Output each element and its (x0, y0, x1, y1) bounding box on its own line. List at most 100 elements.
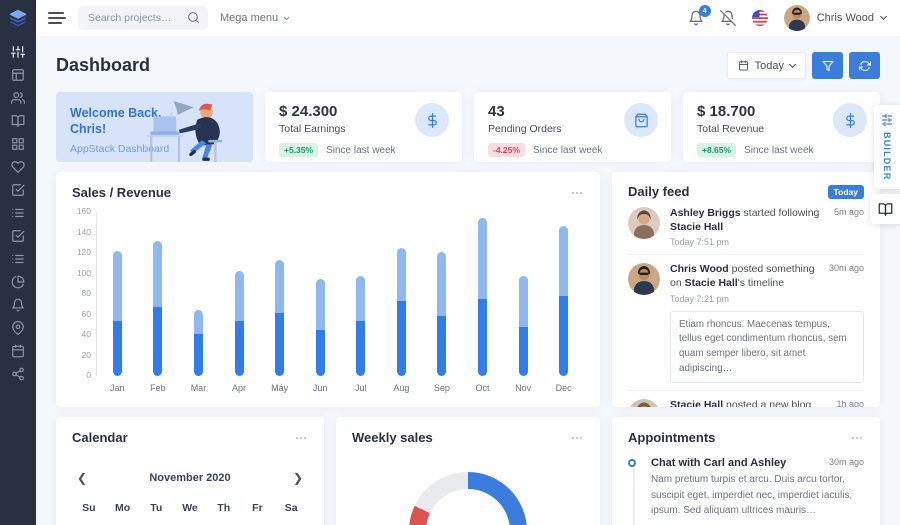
bar-aug (381, 247, 422, 376)
sidebar-item-charts[interactable] (0, 270, 36, 293)
stat-caption: Since last week (532, 144, 603, 156)
calendar-icon (12, 344, 24, 357)
refresh-button[interactable] (849, 52, 880, 79)
sidebar-item-calendar[interactable] (0, 339, 36, 362)
dashboard-content: Dashboard Today (36, 36, 900, 525)
calendar-title: Calendar (72, 430, 128, 445)
filter-icon (822, 60, 833, 71)
y-tick-label: 140 (76, 226, 91, 237)
list-icon (12, 254, 24, 263)
avatar-stacie-hall (630, 399, 658, 407)
sidebar-toggle-button[interactable] (48, 11, 66, 25)
stat-card-pending-orders: 43 Pending Orders -4.25% Since last week (474, 92, 671, 162)
feed-quote: Etiam rhoncus. Maecenas tempus, tellus e… (670, 310, 864, 384)
alerts-mute-button[interactable] (719, 10, 736, 26)
x-tick-label: Jul (355, 383, 367, 393)
sidebar-item-heart[interactable] (0, 155, 36, 178)
chevron-down-icon (879, 12, 888, 21)
sliders-icon (881, 114, 893, 126)
y-tick-label: 20 (81, 349, 91, 360)
welcome-subtitle: AppStack Dashboard (70, 142, 170, 155)
sidebar-item-grid[interactable] (0, 132, 36, 155)
notifications-button[interactable]: 4 (688, 5, 711, 26)
welcome-title: Welcome Back, Chris! (70, 106, 162, 137)
edge-tools: BUILDER (870, 105, 900, 225)
weekly-sales-title: Weekly sales (352, 430, 433, 445)
feed-ago: 30m ago (828, 263, 864, 274)
chart-title: Sales / Revenue (72, 185, 171, 200)
welcome-illustration (147, 101, 223, 162)
mega-menu-dropdown[interactable]: Mega menu (220, 12, 291, 24)
y-tick-label: 0 (86, 370, 91, 380)
sidebar-item-layout[interactable] (0, 63, 36, 86)
x-tick-label: May (271, 383, 289, 393)
sidebar-item-list[interactable] (0, 201, 36, 224)
filter-button[interactable] (812, 52, 843, 79)
delta-badge: +5.35% (279, 143, 319, 157)
builder-label: BUILDER (882, 132, 892, 181)
sidebar-item-sliders[interactable] (0, 40, 36, 63)
sidebar-item-book[interactable] (0, 109, 36, 132)
sidebar-item-social[interactable] (0, 362, 36, 385)
user-menu[interactable]: Chris Wood (783, 5, 888, 31)
documentation-tab[interactable] (870, 194, 900, 225)
card-menu-button[interactable] (850, 431, 864, 445)
appointment-text: Nam pretium turpis et arcu. Duis arcu to… (651, 474, 853, 516)
stat-caption: Since last week (326, 144, 396, 156)
top-navbar: Mega menu 4 Chris Wood (36, 0, 900, 36)
bar-jul (340, 275, 381, 376)
sidebar-item-list-2[interactable] (0, 247, 36, 270)
bar-oct (462, 218, 503, 376)
feed-item: Chris Wood posted something on Stacie Ha… (628, 255, 864, 392)
y-tick-label: 60 (81, 308, 91, 319)
sidebar-item-check-square-2[interactable] (0, 224, 36, 247)
feed-text: Stacie Hall posted a new blog (670, 399, 812, 407)
calendar-icon (738, 60, 748, 71)
avatar-chris-wood (628, 263, 660, 296)
x-tick-label: Nov (515, 383, 532, 393)
user-name: Chris Wood (816, 12, 874, 24)
feed-item: Stacie Hall posted a new blog 1h ago Tod… (628, 391, 864, 407)
y-tick-label: 120 (76, 247, 91, 257)
more-horizontal-icon (571, 191, 583, 194)
sidebar-item-users[interactable] (0, 86, 36, 109)
bar-jan (97, 250, 138, 376)
search-input[interactable] (78, 6, 208, 30)
sidebar-item-check-square[interactable] (0, 178, 36, 201)
card-menu-button[interactable] (570, 186, 584, 200)
bar-nov (503, 275, 544, 376)
stat-caption: Since last week (744, 144, 814, 156)
calendar-prev-button[interactable]: ❮ (72, 471, 92, 485)
bar-sep (422, 251, 463, 376)
app-logo[interactable] (0, 0, 36, 36)
language-flag-button[interactable] (751, 10, 768, 26)
notifications-badge: 4 (698, 5, 711, 17)
feed-time: Today 7:51 pm (670, 237, 730, 248)
bar-apr (219, 271, 260, 376)
feed-time: Today 7:21 pm (670, 293, 730, 304)
x-tick-label: Aug (393, 383, 410, 393)
calendar-month-label: November 2020 (149, 472, 231, 484)
welcome-card: Welcome Back, Chris! AppStack Dashboard (56, 92, 253, 162)
sidebar-nav (0, 40, 36, 385)
more-horizontal-icon (571, 436, 583, 439)
stat-value: $ 18.700 (697, 103, 756, 120)
calendar-day-headers: Su Mo Tu We Th Fr Sa (72, 502, 308, 514)
weekly-sales-card: Weekly sales (336, 417, 600, 525)
sidebar-item-maps[interactable] (0, 316, 36, 339)
card-menu-button[interactable] (570, 431, 584, 445)
y-tick-label: 160 (76, 206, 91, 216)
builder-tab[interactable]: BUILDER (874, 105, 900, 190)
page-title: Dashboard (56, 55, 151, 75)
x-tick-label: Dec (555, 383, 572, 393)
date-range-button[interactable]: Today (726, 52, 806, 79)
sidebar-item-notifications[interactable] (0, 293, 36, 316)
x-tick-label: Feb (150, 383, 166, 393)
calendar-day-header: Mo (114, 502, 131, 514)
calendar-next-button[interactable]: ❯ (288, 471, 308, 485)
card-menu-button[interactable] (294, 431, 308, 445)
appointment-item: Chat with Carl and Ashley 30m ago Nam pr… (628, 457, 864, 525)
share-icon (12, 367, 24, 380)
y-tick-label: 40 (81, 329, 91, 339)
layout-icon (12, 68, 24, 81)
